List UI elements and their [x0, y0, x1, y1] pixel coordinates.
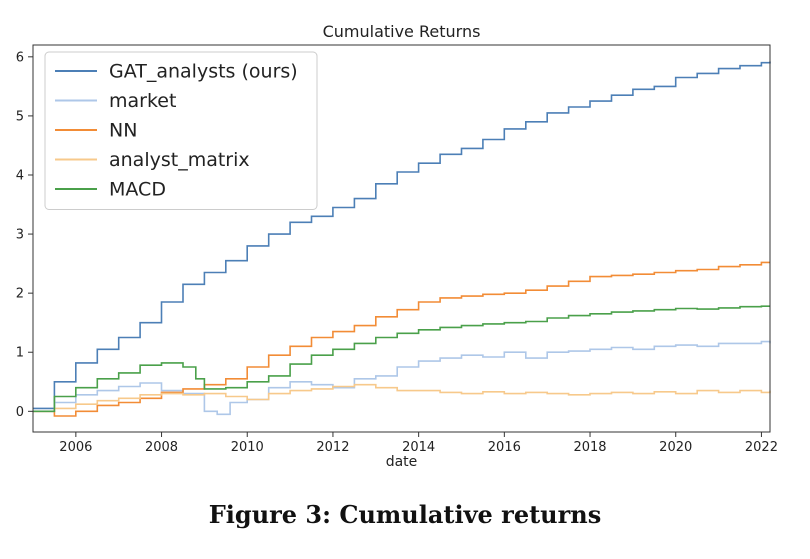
y-tick-label: 1: [16, 346, 24, 361]
y-tick-label: 0: [16, 405, 24, 420]
ticks-layer: 2006 2008 2010 2012 2014 2016 2018 2020 2022 0 1 2 3…: [16, 50, 778, 455]
plot-frame: [32, 44, 771, 433]
x-tick-label: 2006: [59, 440, 92, 455]
x-tick-label: 2014: [402, 440, 435, 455]
y-tick-label: 4: [16, 168, 24, 183]
x-tick-label: 2008: [145, 440, 178, 455]
x-axis-title: date: [386, 454, 418, 470]
x-tick-label: 2018: [573, 440, 606, 455]
x-tick-label: 2020: [659, 440, 692, 455]
y-tick-label: 5: [16, 109, 24, 124]
legend-box: [44, 51, 318, 210]
series-line-analyst-matrix: [33, 383, 771, 413]
chart-title: Cumulative Returns: [323, 22, 481, 41]
y-tick-label: 6: [16, 50, 24, 65]
series-line-gat-analysts-ours-: [33, 61, 771, 410]
legend: GAT_analysts (ours) market NN analyst_matri…: [44, 51, 318, 210]
cumulative-returns-chart: Cumulative Returns 2006 2008 2010 2012 2014 2…: [16, 22, 778, 470]
x-tick-label: 2016: [488, 440, 521, 455]
x-tick-label: 2010: [231, 440, 264, 455]
legend-label: MACD: [109, 179, 166, 201]
figure-caption: Figure 3: Cumulative returns: [208, 500, 602, 529]
series-line-macd: [33, 305, 770, 413]
y-tick-label: 3: [16, 228, 24, 243]
y-tick-label: 2: [16, 287, 24, 302]
x-tick-label: 2022: [745, 440, 778, 455]
series-layer: [33, 61, 771, 417]
legend-label: NN: [109, 120, 137, 142]
legend-label: market: [109, 90, 176, 112]
x-tick-label: 2012: [316, 440, 349, 455]
series-line-market: [33, 340, 771, 416]
legend-label: GAT_analysts (ours): [109, 61, 298, 83]
legend-label: analyst_matrix: [109, 149, 250, 171]
series-line-nn: [33, 261, 770, 417]
